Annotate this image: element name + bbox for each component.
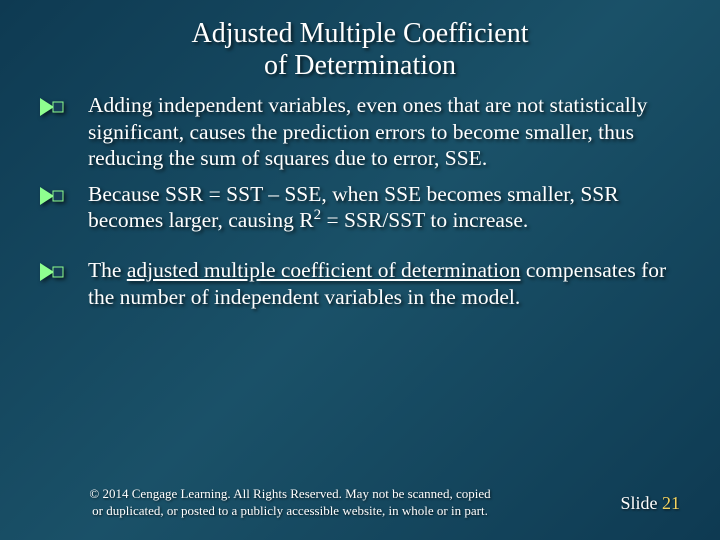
bullet-text-3: The adjusted multiple coefficient of det…	[88, 257, 680, 309]
copyright-text: © 2014 Cengage Learning. All Rights Rese…	[40, 486, 540, 520]
slide-body: Adding independent variables, even ones …	[0, 82, 720, 310]
title-line-2: of Determination	[264, 50, 456, 81]
bullet-item-1: Adding independent variables, even ones …	[40, 92, 680, 171]
slide-title: Adjusted Multiple Coefficient of Determi…	[0, 0, 720, 82]
bullet-marker-icon	[40, 257, 88, 281]
bullet-item-3: The adjusted multiple coefficient of det…	[40, 257, 680, 309]
slide-number: Slide 21	[620, 493, 680, 514]
slide: Adjusted Multiple Coefficient of Determi…	[0, 0, 720, 540]
slide-footer: © 2014 Cengage Learning. All Rights Rese…	[40, 486, 680, 520]
bullet-marker-icon	[40, 181, 88, 205]
title-line-1: Adjusted Multiple Coefficient	[192, 18, 529, 49]
bullet-text-2: Because SSR = SST – SSE, when SSE become…	[88, 181, 680, 233]
bullet-item-2: Because SSR = SST – SSE, when SSE become…	[40, 181, 680, 233]
bullet-marker-icon	[40, 92, 88, 116]
bullet-text-1: Adding independent variables, even ones …	[88, 92, 680, 171]
